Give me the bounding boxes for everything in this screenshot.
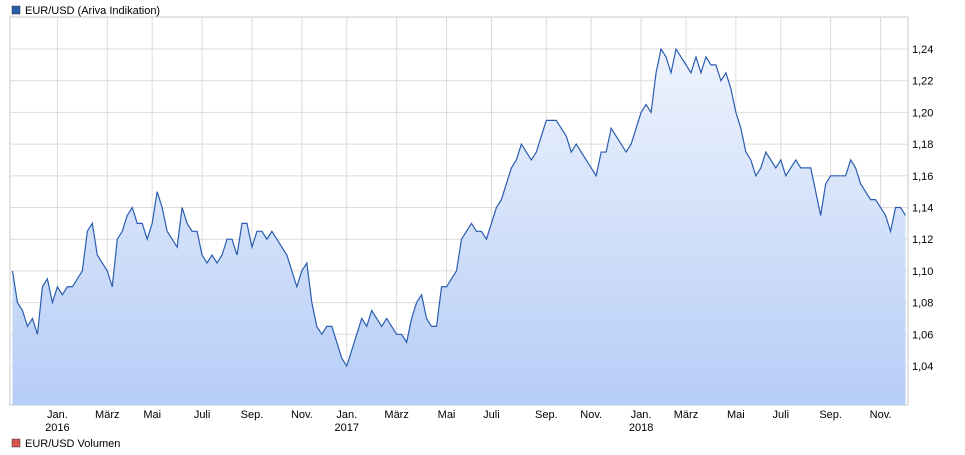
x-tick-label: Jan. 2018	[629, 409, 653, 434]
x-tick-label: Mai	[438, 409, 456, 421]
y-tick-label: 1,10	[912, 266, 933, 278]
x-tick-label: Juli	[483, 409, 500, 421]
x-tick-label: Sep.	[535, 409, 558, 421]
x-tick-label: Nov.	[291, 409, 313, 421]
y-tick-label: 1,04	[912, 361, 933, 373]
x-tick-label: Juli	[773, 409, 790, 421]
x-tick-label: Sep.	[241, 409, 264, 421]
y-tick-label: 1,16	[912, 171, 933, 183]
legend-label: EUR/USD (Ariva Indikation)	[25, 5, 160, 17]
y-tick-label: 1,06	[912, 329, 933, 341]
x-tick-label: Mai	[143, 409, 161, 421]
x-tick-label: Sep.	[819, 409, 842, 421]
x-tick-label: März	[674, 409, 698, 421]
legend-swatch	[11, 5, 21, 15]
y-tick-label: 1,24	[912, 44, 933, 56]
y-tick-label: 1,20	[912, 107, 933, 119]
x-tick-label: Nov.	[580, 409, 602, 421]
x-tick-label: Jan. 2017	[335, 409, 359, 434]
legend-label: EUR/USD Volumen	[25, 438, 120, 450]
x-tick-label: Juli	[194, 409, 211, 421]
x-tick-label: März	[95, 409, 119, 421]
y-tick-label: 1,22	[912, 76, 933, 88]
y-tick-label: 1,18	[912, 139, 933, 151]
x-tick-label: Nov.	[870, 409, 892, 421]
x-tick-label: Mai	[727, 409, 745, 421]
line	[11, 47, 907, 368]
area	[12, 49, 906, 406]
x-tick-label: März	[384, 409, 408, 421]
x-tick-label: Jan. 2016	[45, 409, 69, 434]
y-tick-label: 1,08	[912, 298, 933, 310]
y-tick-label: 1,14	[912, 203, 933, 215]
legend-swatch	[11, 438, 21, 448]
y-tick-label: 1,12	[912, 234, 933, 246]
